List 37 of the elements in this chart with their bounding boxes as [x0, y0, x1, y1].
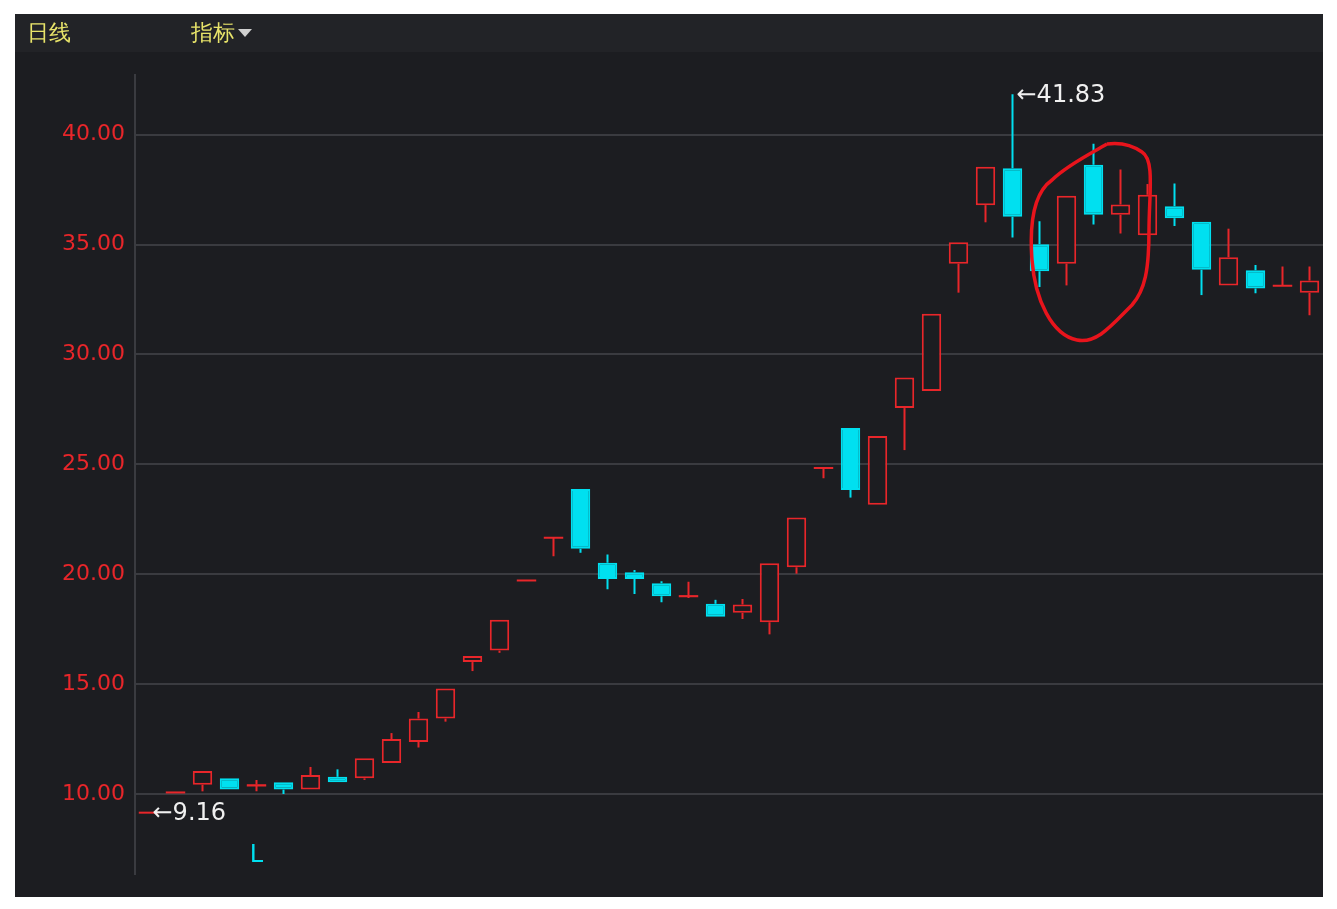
candlestick	[435, 688, 456, 723]
candlestick	[381, 732, 402, 763]
candlestick	[759, 563, 780, 636]
candlestick	[489, 619, 510, 654]
chart-subtitle: 指标	[191, 19, 235, 47]
y-tick-label: 25.00	[62, 450, 125, 476]
candlestick	[515, 579, 538, 582]
candlestick	[651, 580, 672, 604]
y-tick-label: 15.00	[62, 669, 125, 695]
candlestick	[164, 791, 187, 794]
y-tick-label: 20.00	[62, 560, 125, 586]
candlestick	[732, 597, 753, 620]
candlestick	[975, 166, 996, 224]
chart-title: 日线	[27, 19, 71, 47]
candlestick	[1110, 168, 1131, 235]
y-tick-label: 40.00	[62, 120, 125, 146]
annotation: L	[249, 840, 264, 869]
y-tick-label: 35.00	[62, 230, 125, 256]
candlestick	[812, 466, 835, 480]
candlestick	[840, 427, 861, 499]
annotation: ←41.83	[1016, 79, 1106, 108]
candlestick	[948, 242, 969, 294]
candlestick	[705, 598, 726, 617]
annotation: ←9.16	[152, 797, 227, 826]
y-tick-label: 30.00	[62, 340, 125, 366]
candlestick	[570, 489, 591, 554]
y-tick-label: 10.00	[62, 779, 125, 805]
candlestick	[462, 656, 483, 673]
candlestick	[408, 710, 429, 749]
candlestick	[354, 758, 375, 781]
candlestick	[1083, 142, 1104, 226]
candlestick	[624, 568, 645, 596]
candlestick	[786, 517, 807, 575]
candlestick	[1218, 227, 1239, 286]
candlestick	[1164, 182, 1185, 228]
candlestick	[894, 377, 915, 452]
candlestick	[1191, 221, 1212, 297]
